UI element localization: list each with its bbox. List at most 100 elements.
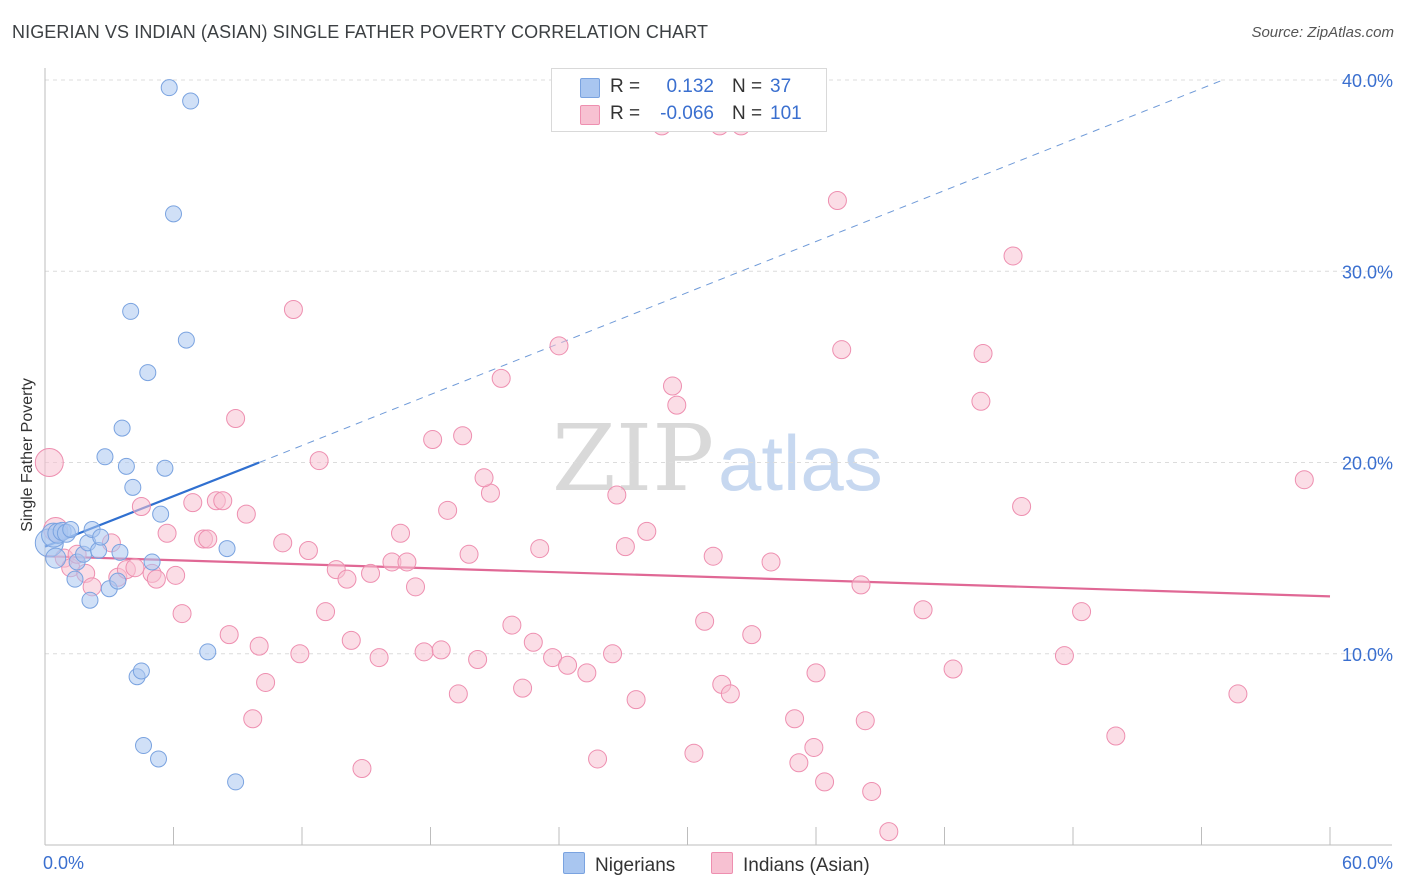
data-point <box>1054 646 1074 666</box>
data-point <box>81 591 99 609</box>
data-point <box>125 558 145 578</box>
legend-item-indians: Indians (Asian) <box>711 852 870 877</box>
data-point <box>309 451 329 471</box>
data-point <box>177 331 195 349</box>
data-point <box>684 743 704 763</box>
data-point <box>236 504 256 524</box>
data-point <box>198 529 218 549</box>
data-point <box>243 709 263 729</box>
data-point <box>577 663 597 683</box>
data-point <box>720 684 740 704</box>
data-point <box>438 500 458 520</box>
data-point <box>695 611 715 631</box>
data-point <box>523 632 543 652</box>
data-point <box>459 544 479 564</box>
chart-title: NIGERIAN VS INDIAN (ASIAN) SINGLE FATHER… <box>12 22 709 42</box>
data-point <box>352 759 372 778</box>
data-point <box>117 457 135 475</box>
trend-line-indians <box>44 555 1331 598</box>
legend-r-label: R = <box>610 76 641 97</box>
data-point <box>369 648 389 668</box>
data-point <box>135 737 153 755</box>
y-tick-label: 10.0% <box>1342 645 1393 665</box>
data-point <box>183 493 203 513</box>
data-point <box>431 640 451 660</box>
data-point <box>92 528 110 546</box>
data-point <box>971 391 991 411</box>
data-point <box>96 448 114 466</box>
legend-swatch-indians <box>580 105 600 125</box>
data-point <box>157 523 177 543</box>
data-point <box>45 547 67 569</box>
data-point <box>290 644 310 664</box>
data-point <box>448 684 468 704</box>
watermark: ZIP atlas <box>552 405 883 512</box>
data-point <box>1294 470 1314 490</box>
legend-n-label: N = <box>732 103 763 124</box>
data-point <box>414 642 434 662</box>
data-point <box>113 419 131 437</box>
data-point <box>502 615 522 635</box>
data-point <box>337 569 357 589</box>
data-point <box>806 663 826 683</box>
y-tick-label: 20.0% <box>1342 454 1393 474</box>
data-point <box>637 521 657 541</box>
data-point <box>851 575 871 595</box>
data-point <box>663 376 683 396</box>
data-point <box>111 543 129 561</box>
data-point <box>832 340 852 360</box>
data-point <box>913 600 933 620</box>
data-point <box>468 649 488 669</box>
data-point <box>513 678 533 698</box>
data-point <box>156 459 174 477</box>
data-point <box>491 368 511 388</box>
data-point <box>139 364 157 382</box>
data-point <box>543 648 563 668</box>
data-point <box>34 448 64 477</box>
data-point <box>785 709 805 729</box>
data-point <box>1228 684 1248 704</box>
data-point <box>166 565 186 585</box>
tick-labels: 10.0% 20.0% 30.0% 40.0% 0.0% 60.0% <box>43 71 1393 873</box>
data-point <box>397 552 417 572</box>
x-tick-label: 0.0% <box>43 853 84 873</box>
correlation-legend: R = 0.132 N = 37 R = -0.066 N = 101 <box>551 68 827 132</box>
data-point <box>146 569 166 589</box>
data-point <box>1003 246 1023 266</box>
data-point <box>615 537 635 557</box>
data-points <box>34 79 1314 842</box>
data-point <box>607 485 627 505</box>
data-point <box>66 570 84 588</box>
data-point <box>226 409 246 429</box>
y-axis-label: Single Father Poverty <box>19 378 36 532</box>
source-credit: Source: ZipAtlas.com <box>1251 24 1394 41</box>
data-point <box>603 644 623 664</box>
data-point <box>742 625 762 645</box>
data-point <box>165 205 182 223</box>
data-point <box>199 643 217 661</box>
data-point <box>109 572 127 590</box>
data-point <box>62 520 80 538</box>
legend-swatch-nigerians <box>563 852 585 874</box>
trend-extension-nigerians <box>258 79 1224 463</box>
data-point <box>1012 496 1032 516</box>
data-point <box>219 625 239 645</box>
trend-lines <box>44 79 1331 598</box>
data-point <box>150 750 168 768</box>
data-point <box>855 711 875 731</box>
data-point <box>549 336 569 356</box>
legend-r-label: R = <box>610 103 641 124</box>
data-point <box>298 540 318 560</box>
legend-n-value: 101 <box>770 103 802 124</box>
data-point <box>423 430 443 450</box>
data-point <box>218 540 236 558</box>
series-indians <box>34 116 1314 842</box>
data-point <box>558 655 578 675</box>
data-point <box>256 672 276 692</box>
data-point <box>761 552 781 572</box>
legend-swatch-indians <box>711 852 733 874</box>
grid-lines <box>45 79 1392 655</box>
legend-label-indians: Indians (Asian) <box>743 855 870 876</box>
data-point <box>122 302 140 320</box>
y-tick-label: 40.0% <box>1342 71 1393 91</box>
